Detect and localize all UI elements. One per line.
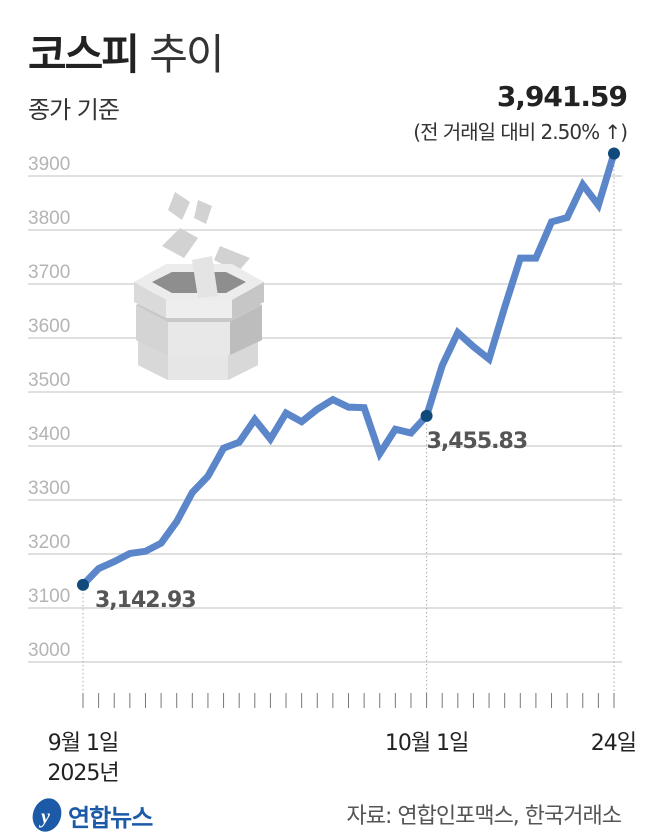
data-points <box>77 147 620 591</box>
y-axis-labels: 3000 3100 3200 3300 3400 3500 3600 3700 3800 3900 <box>28 154 70 661</box>
title-light: 추이 <box>149 30 224 79</box>
data-point-marker <box>77 578 89 591</box>
x-axis-ticks <box>82 693 615 708</box>
x-tick-label: 9월 1일 <box>48 731 118 756</box>
x-tick-label: 10월 1일 <box>385 731 468 756</box>
x-tick-label: 24일 <box>591 731 636 756</box>
chart-title: 코스피 추이 <box>28 30 225 80</box>
source-note: 자료: 연합인포맥스, 한국거래소 <box>346 804 622 829</box>
svg-text:y: y <box>39 806 50 828</box>
data-point-marker <box>608 147 620 160</box>
annotations: 3,142.93 3,455.83 <box>95 429 528 613</box>
y-tick-label: 3400 <box>28 424 70 445</box>
data-point-marker <box>420 409 433 422</box>
logo-text: 연합뉴스 <box>68 803 153 832</box>
y-tick-label: 3900 <box>28 154 70 175</box>
chart-subtitle: 종가 기준 <box>28 96 120 124</box>
yonhap-logo-icon: y <box>32 798 62 832</box>
y-tick-label: 3300 <box>28 478 70 499</box>
x-axis-labels: 9월 1일 2025년 10월 1일 24일 <box>47 731 637 786</box>
y-tick-label: 3800 <box>28 208 70 229</box>
change-percent: (전 거래일 대비 2.50% ↑) <box>413 120 628 144</box>
y-tick-label: 3100 <box>28 586 70 607</box>
y-tick-label: 3000 <box>28 640 70 661</box>
y-tick-label: 3200 <box>28 532 70 553</box>
y-tick-label: 3500 <box>28 370 70 391</box>
title-bold: 코스피 <box>28 30 140 79</box>
yonhap-logo: y 연합뉴스 <box>30 796 153 834</box>
last-value: 3,941.59 <box>496 80 628 113</box>
value-annotation: 3,455.83 <box>427 429 528 454</box>
y-tick-label: 3600 <box>28 316 70 337</box>
y-tick-label: 3700 <box>28 262 70 283</box>
series-line <box>79 150 618 589</box>
x-year-label: 2025년 <box>47 761 118 786</box>
value-annotation: 3,142.93 <box>95 588 196 613</box>
hexagon-pot-icon <box>134 192 264 380</box>
grid <box>28 175 622 663</box>
